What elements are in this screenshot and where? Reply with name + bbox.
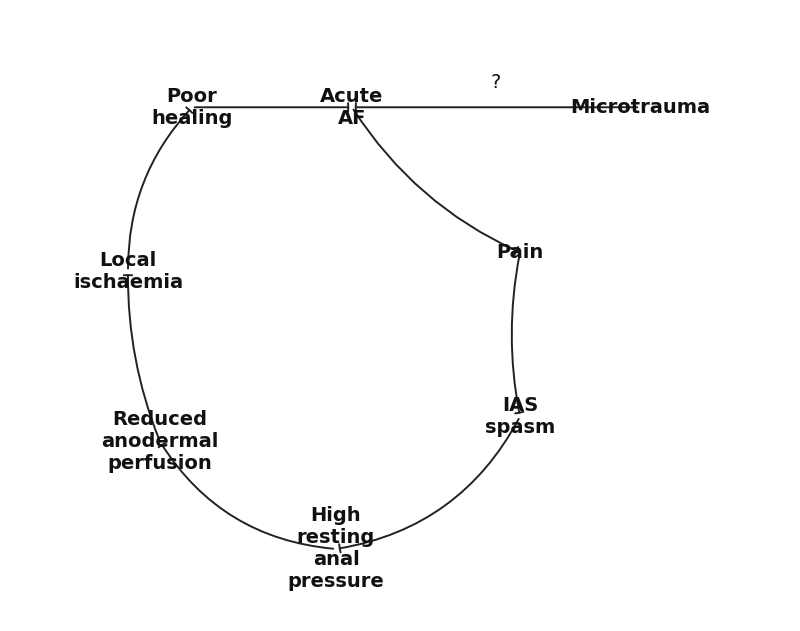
Text: High
resting
anal
pressure: High resting anal pressure xyxy=(288,507,384,591)
Text: IAS
spasm: IAS spasm xyxy=(485,396,555,437)
Text: Pain: Pain xyxy=(496,243,544,262)
Text: Poor
healing: Poor healing xyxy=(151,87,233,127)
Text: ?: ? xyxy=(491,73,501,91)
Text: Microtrauma: Microtrauma xyxy=(570,98,710,117)
Text: Local
ischaemia: Local ischaemia xyxy=(73,251,183,292)
Text: Acute
AF: Acute AF xyxy=(320,87,384,127)
Text: Reduced
anodermal
perfusion: Reduced anodermal perfusion xyxy=(102,410,218,473)
